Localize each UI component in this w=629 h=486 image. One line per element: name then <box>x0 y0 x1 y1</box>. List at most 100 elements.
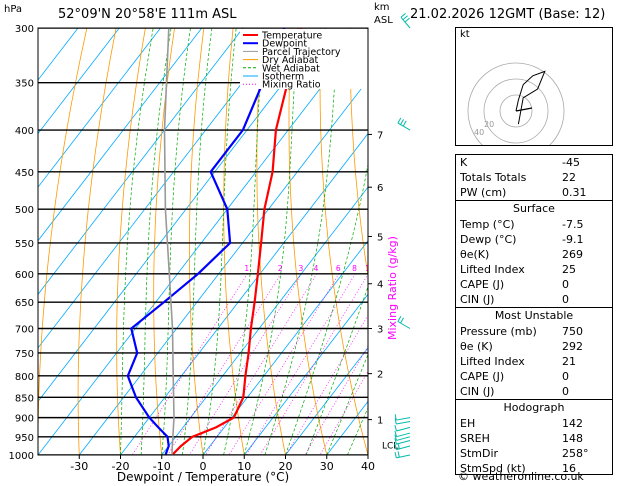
mixing-ratio-value-label: 20 <box>407 264 417 273</box>
isotherm-line <box>38 28 161 188</box>
temp-tick-label: 20 <box>279 460 293 473</box>
isotherm-line <box>285 347 368 455</box>
isotherm-line <box>161 186 368 455</box>
wind-barb-flag <box>394 414 397 421</box>
index-label: StmSpd (kt) <box>460 462 526 475</box>
index-row: EH 142 <box>456 416 612 431</box>
index-label: Lifted Index <box>460 263 525 276</box>
isotherm-line <box>120 132 368 455</box>
surface-indices: Temp (°C) -7.5 Dewp (°C) -9.1 θe(K) 269 Lifted… <box>456 217 612 307</box>
index-row: CAPE (J) 0 <box>456 277 612 292</box>
km-tick-label: 5 <box>377 232 383 243</box>
temp-tick-label: -10 <box>153 460 171 473</box>
hodograph-ring-label: 20 <box>484 120 494 129</box>
wind-barb-flag <box>394 443 397 450</box>
wind-barb-staff <box>396 421 411 425</box>
pressure-tick-label: 850 <box>15 393 34 404</box>
wind-barb-flag <box>402 120 407 127</box>
pressure-tick-label: 600 <box>15 270 34 281</box>
km-label: km <box>374 2 390 13</box>
wind-barb-flag <box>400 317 404 324</box>
indices-panel: K -45 Totals Totals 22 PW (cm) 0.31 Surface T… <box>455 154 613 475</box>
index-value: 0 <box>562 385 569 398</box>
pressure-tick-label: 650 <box>15 298 34 309</box>
wet-adiabat-line <box>326 353 368 455</box>
mixing-ratio-value-label: 3 <box>298 264 303 273</box>
km-tick-label: 7 <box>377 130 383 141</box>
index-row: Temp (°C) -7.5 <box>456 217 612 232</box>
wind-barb-flag <box>400 119 404 125</box>
index-value: 0.31 <box>562 186 587 199</box>
wet-adiabat-line <box>264 28 339 455</box>
mixing-ratio-value-label: 10 <box>365 264 375 273</box>
series-line-dewpoint <box>126 28 286 455</box>
index-row: K -45 <box>456 155 612 170</box>
index-label: CAPE (J) <box>460 370 505 383</box>
wind-barb <box>397 117 411 131</box>
index-row: CIN (J) 0 <box>456 384 612 399</box>
index-row: Dewp (°C) -9.1 <box>456 232 612 247</box>
temp-tick-label: -20 <box>112 460 130 473</box>
pressure-tick-label: 550 <box>15 239 34 250</box>
index-label: StmDir <box>460 447 499 460</box>
index-value: 142 <box>562 417 583 430</box>
index-label: CAPE (J) <box>460 278 505 291</box>
index-value: 148 <box>562 432 583 445</box>
index-label: Lifted Index <box>460 355 525 368</box>
mixing-ratio-line <box>246 273 356 455</box>
wind-barb-flag <box>397 316 402 322</box>
datetime-title: 21.02.2026 12GMT (Base: 12) <box>410 7 606 22</box>
pressure-tick-label: 500 <box>15 205 34 216</box>
wind-barb <box>400 13 411 29</box>
surface-title: Surface <box>513 202 555 215</box>
wind-barb <box>394 417 411 425</box>
index-row: StmDir 258° <box>456 446 612 461</box>
index-row: θe (K) 292 <box>456 339 612 354</box>
index-label: Temp (°C) <box>460 218 515 231</box>
index-label: K <box>460 156 468 169</box>
wind-barb-staff <box>396 432 411 438</box>
legend-label: Isotherm <box>262 72 304 83</box>
pressure-tick-label: 900 <box>15 414 34 425</box>
index-label: SREH <box>460 432 490 445</box>
isotherm-line <box>202 240 368 455</box>
wind-barb-flag <box>402 15 408 21</box>
index-label: Pressure (mb) <box>460 325 537 338</box>
wind-barb <box>394 434 411 441</box>
dry-adiabat-line <box>189 28 205 455</box>
temp-tick-label: -30 <box>70 460 88 473</box>
mixing-ratio-value-label: 6 <box>336 264 341 273</box>
hodograph: 20 40 kt <box>455 27 613 160</box>
wind-barb <box>394 414 411 421</box>
km-tick-label: 2 <box>377 370 383 381</box>
legend-label: Temperature <box>261 31 322 42</box>
index-row: Lifted Index 21 <box>456 354 612 369</box>
series-line-parcel-trajectory <box>163 28 175 455</box>
isotherm-line <box>38 28 120 135</box>
wind-barb-flag <box>394 417 397 425</box>
wind-barb-staff <box>396 417 411 421</box>
index-row: CIN (J) 0 <box>456 292 612 307</box>
index-value: 258° <box>562 447 589 460</box>
legend-background <box>240 29 368 89</box>
temp-tick-label: 10 <box>237 460 251 473</box>
most-unstable-title: Most Unstable <box>494 309 574 322</box>
wind-barb-flag <box>394 425 397 432</box>
index-value: 0 <box>562 370 569 383</box>
index-row: θe(K) 269 <box>456 247 612 262</box>
index-row: Pressure (mb) 750 <box>456 324 612 339</box>
legend-label: Dry Adiabat <box>262 55 319 66</box>
index-value: -9.1 <box>562 233 584 246</box>
mixing-ratio-line <box>259 273 368 455</box>
mixing-ratio-value-label: 4 <box>314 264 319 273</box>
dry-adiabat-line <box>349 28 368 279</box>
temp-tick-label: 30 <box>320 460 334 473</box>
wind-barb-flag <box>394 434 397 441</box>
isotherm-line <box>38 28 203 242</box>
wind-barb-staff <box>396 426 411 432</box>
index-row: StmSpd (kt) 16 <box>456 461 612 476</box>
isotherm-line <box>38 28 244 295</box>
wind-barb-flag <box>397 451 400 458</box>
wet-adiabat-line <box>202 28 237 455</box>
